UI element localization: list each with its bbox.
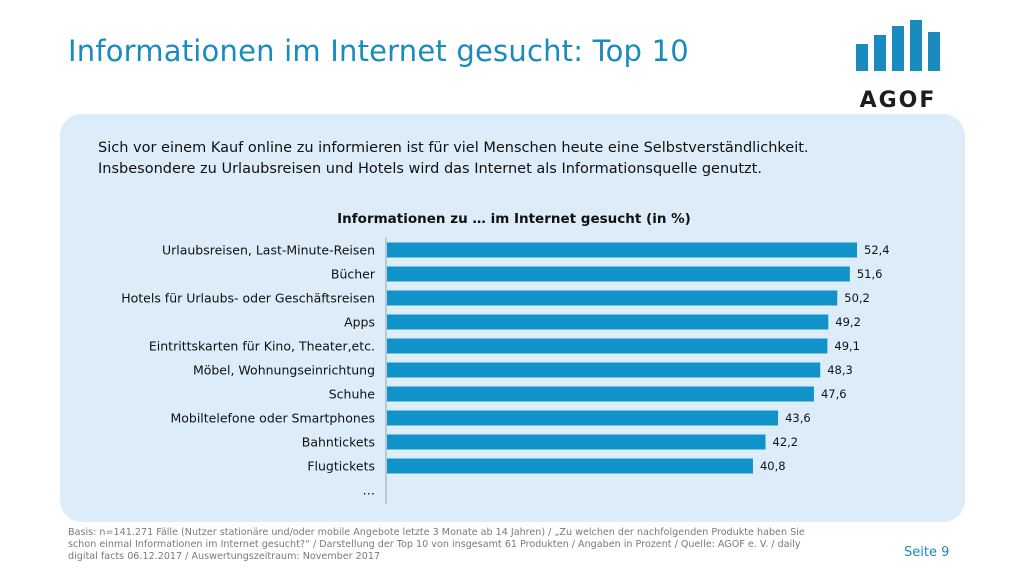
data-label: 49,2 — [835, 315, 861, 329]
data-label: 49,1 — [834, 339, 860, 353]
chart-title: Informationen zu … im Internet gesucht (… — [337, 211, 691, 227]
bar — [387, 290, 838, 306]
bar — [387, 386, 814, 402]
category-label: Möbel, Wohnungseinrichtung — [193, 363, 375, 378]
category-label: Urlaubsreisen, Last-Minute-Reisen — [162, 243, 375, 258]
data-label: 48,3 — [827, 363, 853, 377]
bar — [387, 242, 857, 258]
category-label: Hotels für Urlaubs- oder Geschäftsreisen — [121, 291, 375, 306]
data-label: 51,6 — [857, 267, 883, 281]
bar — [387, 434, 766, 450]
bar-chart-logo-icon — [856, 20, 940, 71]
agof-logo: AGOF — [850, 18, 945, 112]
page-number: Seite 9 — [904, 545, 950, 560]
data-label: 40,8 — [760, 459, 786, 473]
category-label-more: … — [363, 483, 376, 498]
data-label: 50,2 — [844, 291, 870, 305]
bar — [387, 266, 850, 282]
logo-text: AGOF — [859, 88, 937, 113]
category-label: Schuhe — [329, 387, 376, 402]
category-label: Bücher — [331, 267, 376, 282]
bar — [387, 314, 829, 330]
footnote: Basis: n=141.271 Fälle (Nutzer stationär… — [68, 527, 868, 563]
footnote-line: Basis: n=141.271 Fälle (Nutzer stationär… — [68, 527, 805, 538]
data-label: 43,6 — [785, 411, 811, 425]
bar — [387, 362, 821, 378]
intro-line: Sich vor einem Kauf online zu informiere… — [98, 140, 809, 156]
category-label: Flugtickets — [307, 459, 375, 474]
data-label: 47,6 — [821, 387, 847, 401]
bar — [387, 338, 828, 354]
intro-text: Sich vor einem Kauf online zu informiere… — [98, 138, 938, 180]
data-label: 52,4 — [864, 243, 890, 257]
page-title: Informationen im Internet gesucht: Top 1… — [68, 34, 689, 68]
intro-line: Insbesondere zu Urlaubsreisen und Hotels… — [98, 161, 762, 177]
bar — [387, 410, 779, 426]
footnote-line: digital facts 06.12.2017 / Auswertungsze… — [68, 551, 381, 562]
category-label: Eintrittskarten für Kino, Theater,etc. — [149, 339, 375, 354]
bar — [387, 458, 753, 474]
footnote-line: schon einmal Informationen im Internet g… — [68, 539, 801, 550]
category-label: Mobiltelefone oder Smartphones — [170, 411, 375, 426]
category-label: Bahntickets — [302, 435, 375, 450]
data-label: 42,2 — [773, 435, 799, 449]
category-label: Apps — [344, 315, 375, 330]
